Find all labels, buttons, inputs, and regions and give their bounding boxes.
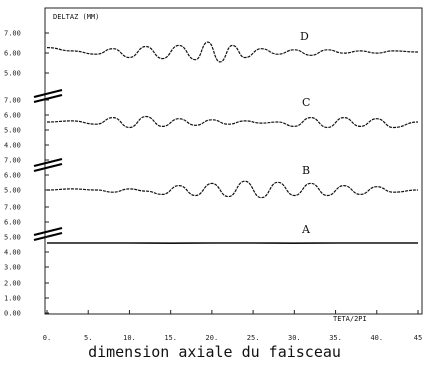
y-tick-label: 6.00 (4, 172, 21, 180)
series-label-d: D (300, 30, 309, 43)
y-tick-label: 2.00 (4, 280, 21, 288)
y-tick-label: 1.00 (4, 295, 21, 303)
series-line-c (46, 115, 419, 129)
y-tick-label: 4.00 (4, 249, 21, 257)
y-tick-label: 6.00 (4, 219, 21, 227)
axis-break-3 (33, 227, 63, 241)
y-tick-label: 6.00 (4, 112, 21, 120)
y-tick-label: 7.00 (4, 30, 21, 38)
y-tick-label: 7.00 (4, 157, 21, 165)
x-tick-label: 0. (43, 334, 51, 342)
figure-caption: dimension axiale du faisceau (88, 343, 341, 361)
x-tick-label: 25. (247, 334, 260, 342)
y-tick-label: 3.00 (4, 264, 21, 272)
x-tick-label: 35. (329, 334, 342, 342)
y-tick-label: 5.00 (4, 70, 21, 78)
y-axis-label: DELTAZ (MM) (53, 13, 99, 21)
x-tick-label: 15. (164, 334, 177, 342)
x-tick-label: 5. (84, 334, 92, 342)
series-line-b (46, 180, 419, 199)
series-label-a: A (301, 223, 311, 236)
y-tick-label: 0.00 (4, 310, 21, 318)
series-label-c: C (302, 96, 310, 109)
y-tick-label: 7.00 (4, 97, 21, 105)
x-tick-label: 40. (370, 334, 383, 342)
x-axis-label: TETA/2PI (333, 315, 367, 323)
axis-break-2 (33, 158, 63, 172)
y-tick-label: 4.00 (4, 142, 21, 150)
y-tick-label: 6.00 (4, 50, 21, 58)
series-label-b: B (302, 164, 310, 177)
y-tick-label: 5.00 (4, 187, 21, 195)
x-tick-label: 30. (288, 334, 301, 342)
y-tick-label: 5.00 (4, 127, 21, 135)
plot-frame (44, 7, 423, 315)
x-tick-label: 10. (123, 334, 136, 342)
y-tick-label: 7.00 (4, 204, 21, 212)
x-tick-label: 45 (414, 334, 422, 342)
y-tick-label: 5.00 (4, 234, 21, 242)
axis-break-1 (33, 89, 63, 103)
series-line-d (46, 41, 419, 63)
x-tick-label: 20. (206, 334, 219, 342)
